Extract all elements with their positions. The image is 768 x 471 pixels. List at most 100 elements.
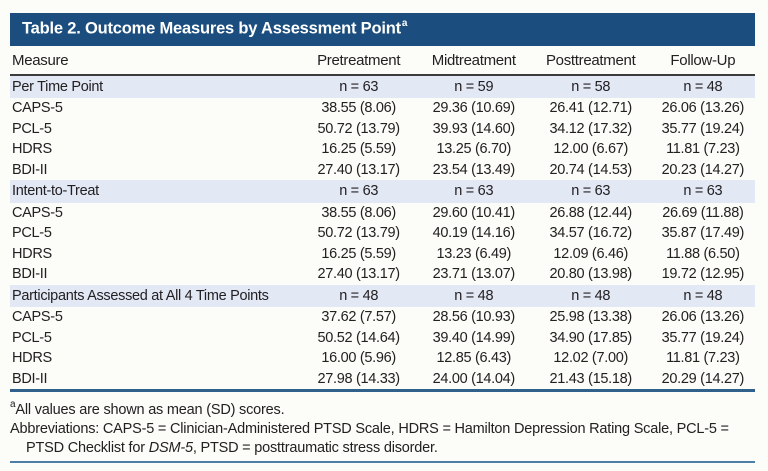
column-header-measure: Measure [10, 45, 301, 76]
section-header-row: Participants Assessed at All 4 Time Poin… [10, 284, 755, 307]
data-row: PCL-5 50.52 (14.64) 39.40 (14.99) 34.90 (17… [10, 328, 755, 349]
data-row: CAPS-5 37.62 (7.57) 28.56 (10.93) 25.98 (13… [10, 307, 755, 328]
measure-cell: CAPS-5 [12, 204, 63, 221]
data-row: BDI-II 27.98 (14.33) 24.00 (14.04) 21.43 (1… [10, 369, 755, 391]
table-title-footnote-marker: a [401, 18, 408, 29]
section-n-cell: n = 63 [650, 180, 755, 203]
table-title-bar: Table 2. Outcome Measures by Assessment … [10, 13, 755, 46]
value-cell: 20.29 (14.27) [661, 370, 745, 387]
data-row: BDI-II 27.40 (13.17) 23.71 (13.07) 20.80 (1… [10, 264, 755, 285]
measure-cell: PCL-5 [12, 329, 52, 346]
value-cell: 13.23 (6.49) [436, 245, 512, 262]
value-cell: 29.60 (10.41) [432, 204, 516, 221]
value-cell: 12.02 (7.00) [553, 350, 629, 366]
value-cell: 19.72 (12.95) [661, 266, 745, 282]
section-n-cell: n = 59 [416, 74, 531, 98]
section-n-cell: n = 48 [300, 284, 417, 307]
value-cell: 39.40 (14.99) [432, 329, 516, 346]
column-header-pretreatment: Pretreatment [300, 45, 417, 76]
table-title: Table 2. Outcome Measures by Assessment … [22, 19, 401, 38]
value-cell: 39.93 (14.60) [432, 120, 516, 137]
value-cell: 50.52 (14.64) [317, 329, 400, 346]
value-cell: 34.90 (17.85) [549, 329, 633, 346]
value-cell: 12.00 (6.67) [553, 141, 629, 157]
value-cell: 38.55 (8.06) [321, 100, 396, 116]
value-cell: 35.77 (19.24) [661, 329, 745, 346]
footnote-marker: a [10, 399, 16, 410]
column-header-row: Measure Pretreatment Midtreatment Posttr… [10, 45, 755, 76]
section-header-row: Intent-to-Treat n = 63 n = 63 n = 63 n = 63 [10, 180, 755, 203]
value-cell: 11.81 (7.23) [666, 350, 740, 366]
section-label: Participants Assessed at All 4 Time Poin… [10, 284, 301, 307]
section-n-cell: n = 48 [530, 284, 651, 307]
value-cell: 16.25 (5.59) [321, 141, 396, 157]
measure-cell: BDI-II [12, 370, 48, 387]
value-cell: 27.40 (13.17) [317, 266, 400, 282]
value-cell: 16.00 (5.96) [321, 350, 396, 366]
value-cell: 20.74 (14.53) [549, 161, 633, 178]
data-row: HDRS 16.25 (5.59) 13.25 (6.70) 12.00 (6.67)… [10, 139, 755, 160]
column-header-midtreatment: Midtreatment [416, 45, 531, 76]
value-cell: 34.12 (17.32) [549, 120, 633, 137]
footnote-values-note: aAll values are shown as mean (SD) score… [10, 396, 755, 420]
value-cell: 11.88 (6.50) [666, 245, 740, 262]
value-cell: 11.81 (7.23) [666, 141, 740, 157]
value-cell: 25.98 (13.38) [549, 309, 633, 325]
value-cell: 34.57 (16.72) [549, 225, 633, 241]
data-row: HDRS 16.00 (5.96) 12.85 (6.43) 12.02 (7.00)… [10, 348, 755, 369]
value-cell: 24.00 (14.04) [432, 370, 516, 387]
measure-cell: HDRS [12, 350, 52, 366]
value-cell: 23.54 (13.49) [432, 161, 516, 178]
measure-cell: HDRS [12, 141, 52, 157]
measure-cell: BDI-II [12, 266, 48, 282]
measure-cell: PCL-5 [12, 225, 52, 241]
abbreviations-italic-term: DSM-5 [148, 439, 193, 456]
measure-cell: BDI-II [12, 161, 48, 178]
value-cell: 26.88 (12.44) [549, 204, 633, 221]
value-cell: 27.40 (13.17) [317, 161, 400, 178]
value-cell: 28.56 (10.93) [432, 309, 516, 325]
value-cell: 20.23 (14.27) [661, 161, 745, 178]
value-cell: 50.72 (13.79) [317, 225, 400, 241]
footnote-abbreviations: Abbreviations: CAPS-5 = Clinician-Admini… [10, 420, 755, 458]
column-header-posttreatment: Posttreatment [530, 45, 651, 76]
value-cell: 26.69 (11.88) [662, 204, 744, 221]
section-n-cell: n = 63 [530, 180, 651, 203]
section-n-cell: n = 48 [650, 74, 755, 98]
measure-cell: CAPS-5 [12, 100, 63, 116]
table-bottom-rule [10, 460, 755, 463]
abbreviations-text: Abbreviations: CAPS-5 = Clinician-Admini… [10, 420, 729, 456]
abbreviations-text-end: , PTSD = posttraumatic stress disorder. [192, 439, 438, 456]
value-cell: 23.71 (13.07) [432, 266, 516, 282]
footnote-note-text: All values are shown as mean (SD) scores… [15, 401, 285, 418]
value-cell: 20.80 (13.98) [549, 266, 633, 282]
value-cell: 21.43 (15.18) [549, 370, 633, 387]
outcome-measures-table: Measure Pretreatment Midtreatment Posttr… [10, 45, 755, 392]
data-row: CAPS-5 38.55 (8.06) 29.60 (10.41) 26.88 (12… [10, 203, 755, 224]
measure-cell: HDRS [12, 245, 52, 262]
section-label: Per Time Point [10, 74, 301, 98]
value-cell: 37.62 (7.57) [321, 309, 396, 325]
value-cell: 50.72 (13.79) [317, 120, 400, 137]
table-footnotes: aAll values are shown as mean (SD) score… [10, 396, 755, 458]
section-n-cell: n = 63 [300, 180, 417, 203]
value-cell: 16.25 (5.59) [321, 245, 396, 262]
section-n-cell: n = 58 [530, 74, 651, 98]
section-header-row: Per Time Point n = 63 n = 59 n = 58 n = 48 [10, 74, 755, 98]
data-row: PCL-5 50.72 (13.79) 40.19 (14.16) 34.57 (16… [10, 223, 755, 244]
value-cell: 35.77 (19.24) [661, 120, 745, 137]
section-n-cell: n = 63 [300, 74, 417, 98]
value-cell: 38.55 (8.06) [321, 204, 396, 221]
value-cell: 29.36 (10.69) [432, 100, 516, 116]
section-n-cell: n = 48 [416, 284, 531, 307]
section-label: Intent-to-Treat [10, 180, 301, 203]
value-cell: 12.85 (6.43) [436, 350, 512, 366]
section-n-cell: n = 63 [416, 180, 531, 203]
measure-cell: PCL-5 [12, 120, 52, 137]
value-cell: 13.25 (6.70) [436, 141, 512, 157]
value-cell: 26.41 (12.71) [549, 100, 633, 116]
value-cell: 40.19 (14.16) [432, 225, 516, 241]
data-row: HDRS 16.25 (5.59) 13.23 (6.49) 12.09 (6.46)… [10, 244, 755, 265]
journal-table-figure: Table 2. Outcome Measures by Assessment … [10, 13, 755, 463]
value-cell: 26.06 (13.26) [661, 309, 745, 325]
